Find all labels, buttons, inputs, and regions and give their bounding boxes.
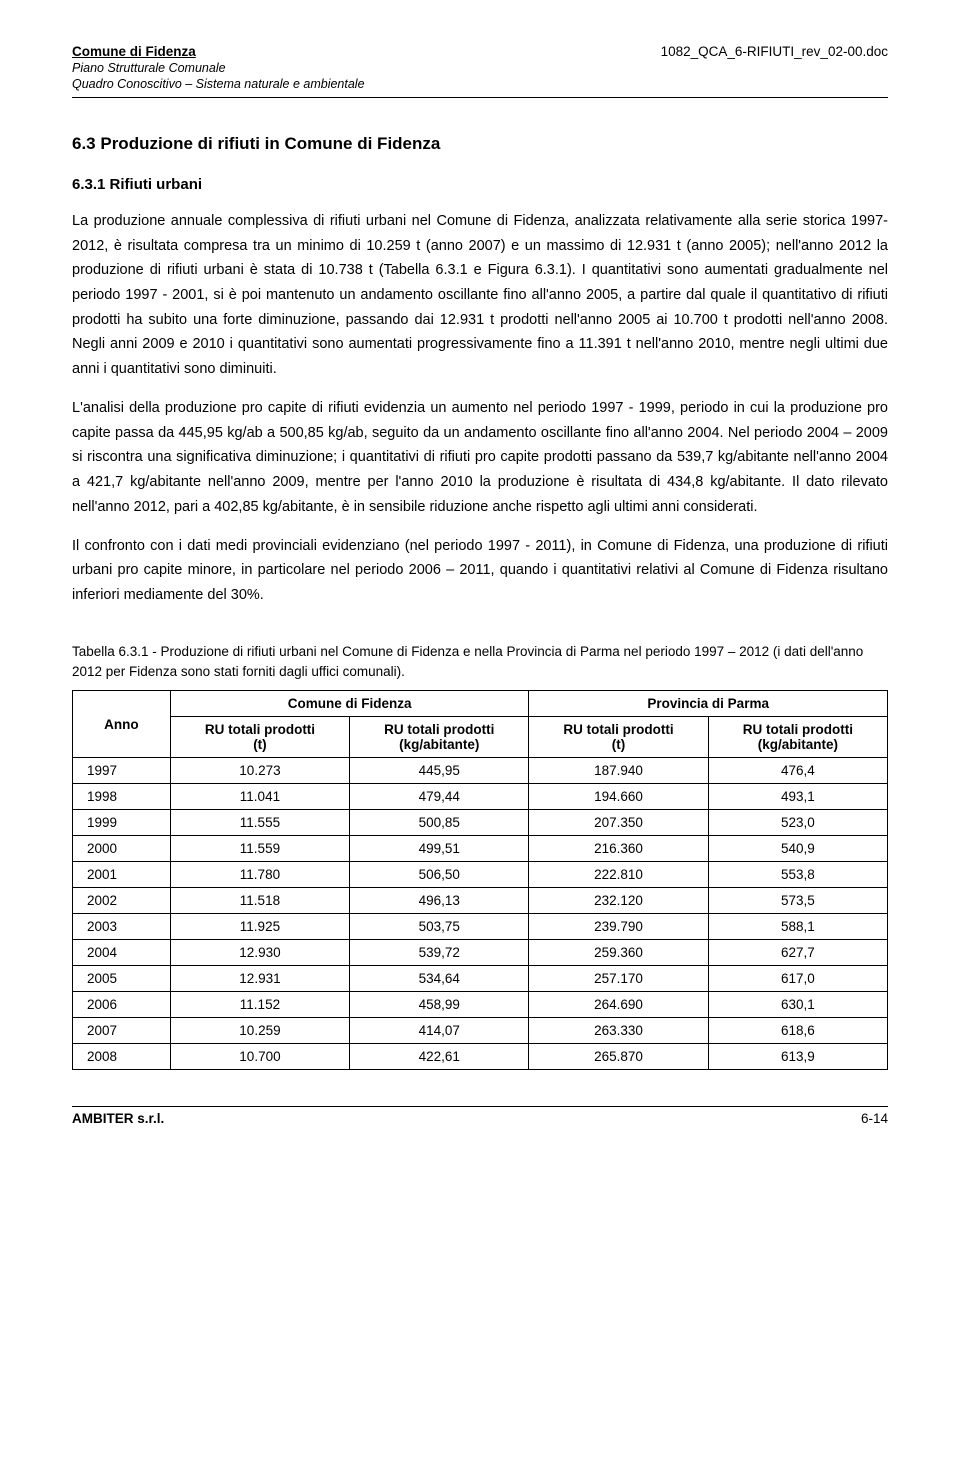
table-cell: 187.940 (529, 758, 708, 784)
table-cell: 11.041 (170, 784, 349, 810)
table-cell: 10.259 (170, 1018, 349, 1044)
table-cell: 2001 (73, 862, 171, 888)
table-row: 200710.259414,07263.330618,6 (73, 1018, 888, 1044)
th-parma-t: RU totali prodotti(t) (529, 717, 708, 758)
table-cell: 617,0 (708, 966, 887, 992)
th-group-fidenza: Comune di Fidenza (170, 691, 529, 717)
header-title: Comune di Fidenza (72, 44, 365, 59)
table-cell: 422,61 (350, 1044, 529, 1070)
table-cell: 445,95 (350, 758, 529, 784)
subsection-heading: 6.3.1 Rifiuti urbani (72, 176, 888, 193)
table-row: 199710.273445,95187.940476,4 (73, 758, 888, 784)
section-heading: 6.3 Produzione di rifiuti in Comune di F… (72, 134, 888, 154)
table-cell: 503,75 (350, 914, 529, 940)
table-cell: 2002 (73, 888, 171, 914)
table-cell: 263.330 (529, 1018, 708, 1044)
table-cell: 1997 (73, 758, 171, 784)
table-cell: 553,8 (708, 862, 887, 888)
table-cell: 11.555 (170, 810, 349, 836)
table-row: 200810.700422,61265.870613,9 (73, 1044, 888, 1070)
table-cell: 10.700 (170, 1044, 349, 1070)
table-row: 200011.559499,51216.360540,9 (73, 836, 888, 862)
table-cell: 2007 (73, 1018, 171, 1044)
table-cell: 573,5 (708, 888, 887, 914)
table-cell: 2008 (73, 1044, 171, 1070)
th-fidenza-t: RU totali prodotti(t) (170, 717, 349, 758)
table-cell: 239.790 (529, 914, 708, 940)
paragraph-1: La produzione annuale complessiva di rif… (72, 209, 888, 381)
table-cell: 2006 (73, 992, 171, 1018)
table-cell: 2003 (73, 914, 171, 940)
table-cell: 194.660 (529, 784, 708, 810)
table-cell: 613,9 (708, 1044, 887, 1070)
table-cell: 414,07 (350, 1018, 529, 1044)
table-cell: 2004 (73, 940, 171, 966)
table-cell: 618,6 (708, 1018, 887, 1044)
table-cell: 264.690 (529, 992, 708, 1018)
table-row: 200611.152458,99264.690630,1 (73, 992, 888, 1018)
page-footer: AMBITER s.r.l. 6-14 (72, 1106, 888, 1126)
th-group-parma: Provincia di Parma (529, 691, 888, 717)
footer-page-number: 6-14 (861, 1111, 888, 1126)
doc-code: 1082_QCA_6-RIFIUTI_rev_02-00.doc (661, 44, 888, 59)
table-cell: 500,85 (350, 810, 529, 836)
table-row: 199811.041479,44194.660493,1 (73, 784, 888, 810)
table-cell: 534,64 (350, 966, 529, 992)
table-row: 199911.555500,85207.350523,0 (73, 810, 888, 836)
table-row: 200512.931534,64257.170617,0 (73, 966, 888, 992)
table-cell: 479,44 (350, 784, 529, 810)
table-cell: 232.120 (529, 888, 708, 914)
table-cell: 11.780 (170, 862, 349, 888)
table-cell: 2000 (73, 836, 171, 862)
table-cell: 216.360 (529, 836, 708, 862)
table-cell: 496,13 (350, 888, 529, 914)
table-cell: 257.170 (529, 966, 708, 992)
table-cell: 12.931 (170, 966, 349, 992)
page-header: Comune di Fidenza Piano Strutturale Comu… (72, 44, 888, 91)
table-cell: 265.870 (529, 1044, 708, 1070)
table-cell: 222.810 (529, 862, 708, 888)
table-cell: 1998 (73, 784, 171, 810)
table-cell: 523,0 (708, 810, 887, 836)
table-cell: 506,50 (350, 862, 529, 888)
th-parma-kg: RU totali prodotti(kg/abitante) (708, 717, 887, 758)
table-cell: 11.559 (170, 836, 349, 862)
table-cell: 11.518 (170, 888, 349, 914)
paragraph-2: L'analisi della produzione pro capite di… (72, 396, 888, 519)
table-cell: 207.350 (529, 810, 708, 836)
table-cell: 2005 (73, 966, 171, 992)
data-table: Anno Comune di Fidenza Provincia di Parm… (72, 690, 888, 1070)
table-row: 200211.518496,13232.120573,5 (73, 888, 888, 914)
th-fidenza-kg: RU totali prodotti(kg/abitante) (350, 717, 529, 758)
header-sub2: Quadro Conoscitivo – Sistema naturale e … (72, 77, 365, 91)
table-row: 200111.780506,50222.810553,8 (73, 862, 888, 888)
table-cell: 588,1 (708, 914, 887, 940)
table-cell: 627,7 (708, 940, 887, 966)
table-cell: 11.152 (170, 992, 349, 1018)
footer-company: AMBITER s.r.l. (72, 1111, 164, 1126)
table-cell: 630,1 (708, 992, 887, 1018)
header-left: Comune di Fidenza Piano Strutturale Comu… (72, 44, 365, 91)
table-cell: 458,99 (350, 992, 529, 1018)
table-row: 200311.925503,75239.790588,1 (73, 914, 888, 940)
paragraph-3: Il confronto con i dati medi provinciali… (72, 534, 888, 608)
table-cell: 11.925 (170, 914, 349, 940)
table-cell: 259.360 (529, 940, 708, 966)
table-cell: 540,9 (708, 836, 887, 862)
th-anno: Anno (73, 691, 171, 758)
table-caption: Tabella 6.3.1 - Produzione di rifiuti ur… (72, 642, 888, 683)
header-sub1: Piano Strutturale Comunale (72, 61, 365, 75)
table-cell: 10.273 (170, 758, 349, 784)
table-cell: 493,1 (708, 784, 887, 810)
table-cell: 499,51 (350, 836, 529, 862)
table-cell: 539,72 (350, 940, 529, 966)
header-rule (72, 97, 888, 98)
table-cell: 12.930 (170, 940, 349, 966)
table-cell: 476,4 (708, 758, 887, 784)
table-cell: 1999 (73, 810, 171, 836)
table-row: 200412.930539,72259.360627,7 (73, 940, 888, 966)
